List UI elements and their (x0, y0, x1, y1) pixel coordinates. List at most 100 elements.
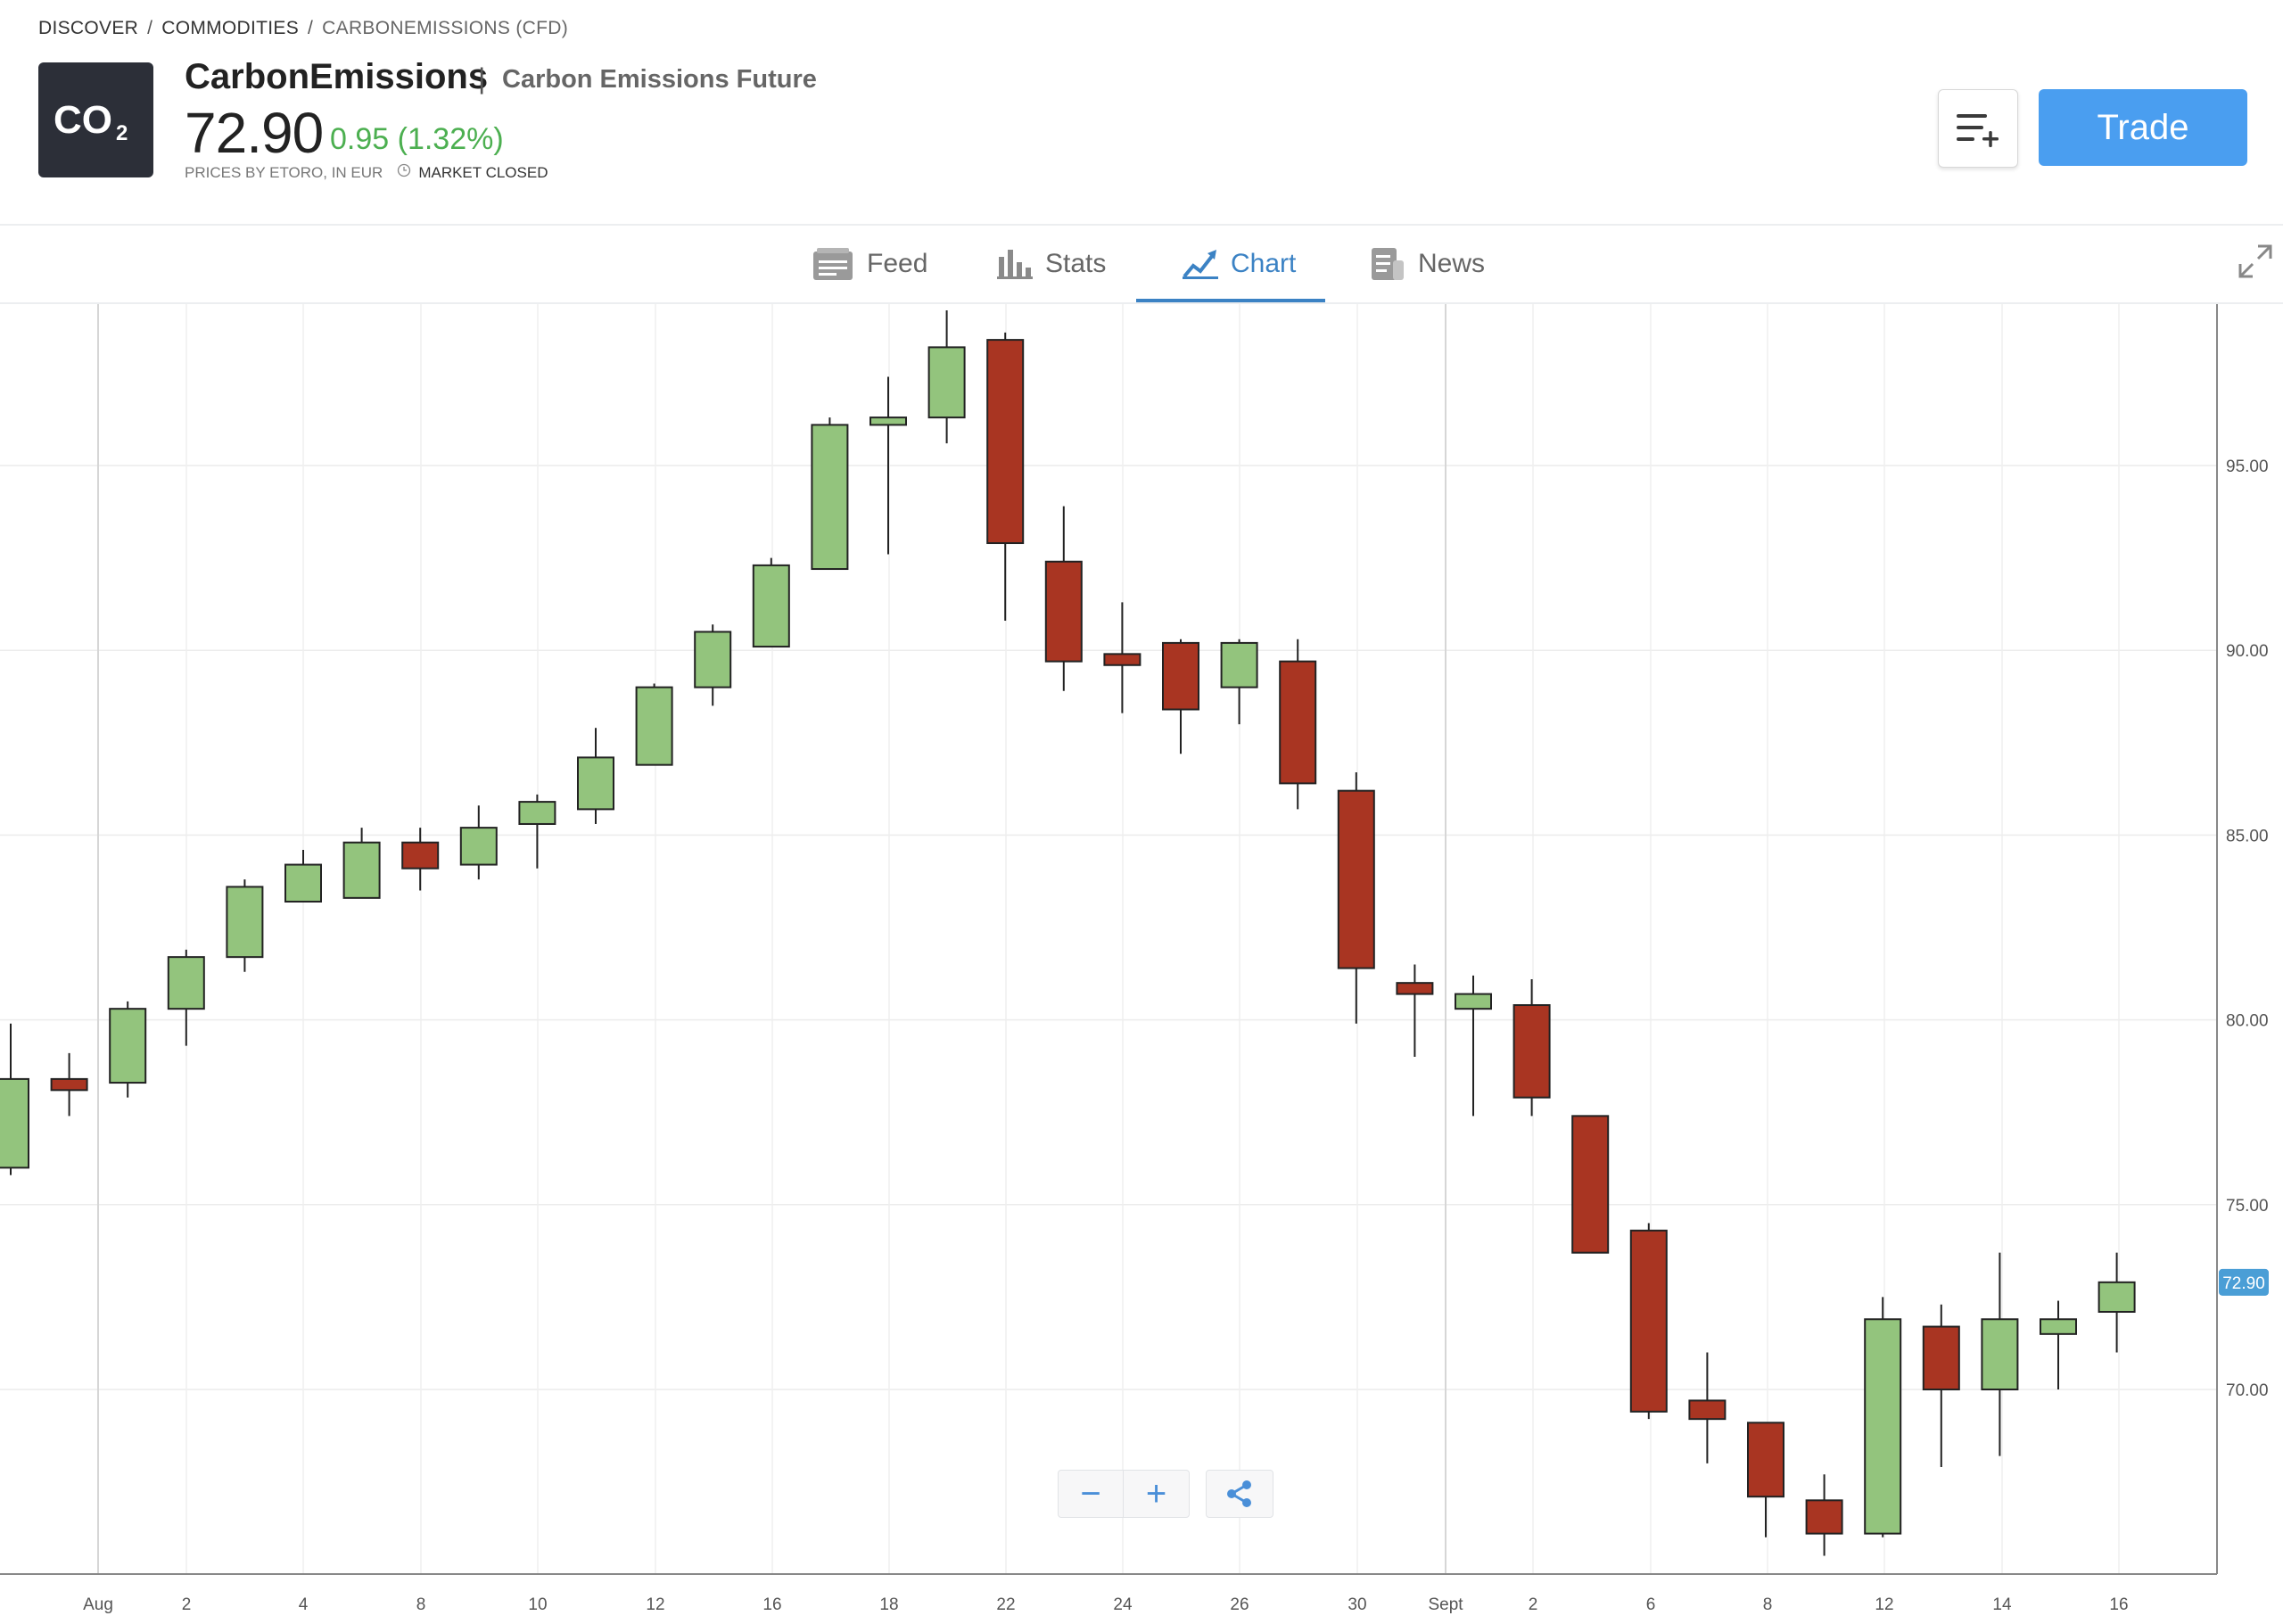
svg-text:2: 2 (116, 121, 128, 145)
y-tick-label: 70.00 (2226, 1381, 2269, 1400)
candle-body-down (50, 1077, 88, 1092)
tab-feed[interactable]: Feed (812, 226, 927, 302)
x-tick-label: 24 (1113, 1595, 1133, 1614)
x-tick-label: 12 (1875, 1595, 1893, 1614)
stats-icon (997, 248, 1033, 280)
breadcrumb-commodities[interactable]: COMMODITIES (161, 18, 300, 38)
fullscreen-icon[interactable] (2238, 244, 2272, 283)
candle-body-up (1981, 1318, 2019, 1391)
candle-body-down (1396, 982, 1434, 995)
tab-news-label: News (1418, 249, 1486, 278)
x-tick-label: Aug (83, 1595, 113, 1614)
candle (1981, 1252, 2019, 1456)
candle-body-up (0, 1077, 29, 1169)
candle-body-up (2098, 1281, 2136, 1313)
trade-button[interactable]: Trade (2039, 89, 2247, 166)
tab-feed-label: Feed (867, 249, 928, 278)
tab-stats-label: Stats (1045, 249, 1107, 278)
x-tick-label: 4 (299, 1595, 309, 1614)
candle (1396, 964, 1434, 1058)
header-divider (0, 224, 2283, 226)
candle-body-down (1688, 1399, 1727, 1421)
candle (1571, 1115, 1610, 1254)
candle (986, 332, 1025, 622)
candle (284, 849, 322, 903)
svg-text:CO: CO (54, 98, 112, 142)
candle-body-down (1044, 560, 1083, 663)
x-tick-label: 12 (646, 1595, 664, 1614)
candle (518, 794, 556, 869)
instrument-logo: CO 2 (38, 62, 153, 177)
chart-zoom-controls: − + (1058, 1470, 1273, 1518)
y-tick-label: 80.00 (2226, 1012, 2269, 1031)
last-price-text: 72.90 (2222, 1274, 2265, 1293)
last-price-label: 72.90 (2219, 1268, 2269, 1296)
candle-body-up (2040, 1318, 2077, 1335)
candle (50, 1052, 88, 1117)
candle (226, 879, 264, 972)
candle (0, 1023, 29, 1175)
chart-icon (1183, 248, 1218, 280)
x-tick-label: 16 (762, 1595, 781, 1614)
x-tick-label: 6 (1646, 1595, 1656, 1614)
x-tick-label: 16 (2109, 1595, 2128, 1614)
zoom-out-button[interactable]: − (1058, 1470, 1124, 1518)
candle (1103, 602, 1142, 713)
candle-body-down (1337, 789, 1375, 969)
breadcrumb-discover[interactable]: DISCOVER (38, 18, 139, 38)
tab-stats[interactable]: Stats (997, 226, 1106, 302)
candle (109, 1001, 147, 1098)
candle-body-up (1864, 1318, 1902, 1535)
breadcrumb-separator: / (147, 18, 153, 38)
candle (1220, 639, 1258, 725)
tab-chart[interactable]: Chart (1183, 226, 1296, 302)
candle-body-up (752, 564, 790, 648)
candle (870, 376, 907, 555)
candle (1922, 1304, 1960, 1468)
candle (811, 417, 849, 571)
y-tick-label: 95.00 (2226, 458, 2269, 476)
candle-body-up (635, 686, 673, 766)
x-tick-label: 8 (1763, 1595, 1773, 1614)
candle (927, 309, 966, 444)
instrument-full-name: Carbon Emissions Future (502, 65, 817, 94)
clock-icon (397, 163, 411, 182)
x-tick-label: Sept (1428, 1595, 1463, 1614)
tab-chart-label: Chart (1231, 249, 1297, 278)
candle-body-down (1747, 1422, 1784, 1498)
y-tick-label: 85.00 (2226, 827, 2269, 845)
add-to-watchlist-button[interactable] (1938, 89, 2018, 168)
x-tick-label: 26 (1230, 1595, 1249, 1614)
candle-body-up (694, 631, 732, 688)
price-change: 0.95 (1.32%) (330, 122, 504, 156)
candle-body-up (459, 827, 498, 866)
candle-body-down (1103, 653, 1142, 666)
feed-icon (812, 246, 854, 282)
candle (2098, 1252, 2136, 1353)
candle-body-down (1922, 1325, 1960, 1390)
candle-body-up (109, 1008, 147, 1084)
candle (1747, 1422, 1784, 1537)
tab-news[interactable]: News (1370, 226, 1485, 302)
zoom-in-button[interactable]: + (1124, 1470, 1190, 1518)
candlestick-series (0, 309, 2136, 1556)
candle (1688, 1352, 1727, 1463)
candle (1805, 1474, 1843, 1556)
candle (752, 557, 790, 648)
candle (694, 624, 732, 706)
price-meta: PRICES BY ETORO, IN EUR MARKET CLOSED (185, 163, 548, 182)
candle-body-up (1455, 993, 1492, 1010)
candle (1864, 1297, 1902, 1537)
chart-grid (0, 304, 2217, 1574)
share-button[interactable] (1206, 1470, 1273, 1518)
candle-body-up (226, 886, 264, 959)
candle-body-down (1805, 1499, 1843, 1535)
x-tick-label: 8 (416, 1595, 426, 1614)
candle (1337, 771, 1375, 1024)
candle (401, 828, 440, 891)
candle-body-up (284, 863, 322, 903)
x-tick-label: 10 (528, 1595, 547, 1614)
last-price-badge (2219, 1268, 2269, 1296)
